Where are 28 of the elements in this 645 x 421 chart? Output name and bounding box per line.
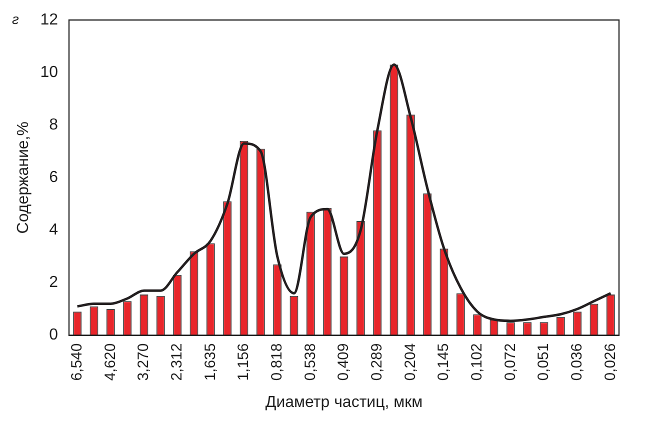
x-tick-label: 0,026 xyxy=(602,343,619,381)
x-tick-label: 1,635 xyxy=(202,343,219,381)
x-axis-title: Диаметр частиц, мкм xyxy=(265,394,423,411)
x-tick-label: 0,145 xyxy=(435,343,452,381)
y-tick-label: 6 xyxy=(49,169,58,186)
x-tick-label: 0,102 xyxy=(468,343,486,381)
y-tick-label: 10 xyxy=(40,64,58,81)
x-tick-label: 0,204 xyxy=(402,343,419,381)
y-tick-label: 8 xyxy=(49,116,58,134)
x-tick-label: 0,072 xyxy=(502,343,519,381)
x-tick-label: 0,289 xyxy=(368,343,386,381)
x-tick-label: 4,620 xyxy=(102,343,119,381)
x-tick-label: 6,540 xyxy=(68,343,86,381)
x-tick-label: 2,312 xyxy=(168,343,186,381)
y-tick-label: 2 xyxy=(49,274,58,292)
x-tick-label: 0,409 xyxy=(335,343,352,381)
x-tick-label: 0,818 xyxy=(268,343,286,381)
x-tick-label: 3,270 xyxy=(135,343,152,381)
x-tick-label: 0,036 xyxy=(568,343,586,381)
text: г xyxy=(12,11,19,27)
y-tick-label: 0 xyxy=(49,326,58,344)
x-tick-label: 1,156 xyxy=(235,343,252,381)
x-tick-label: 0,538 xyxy=(302,343,319,381)
y-tick-label: 4 xyxy=(49,222,58,239)
y-tick-label: 12 xyxy=(40,11,58,28)
y-axis-title: Содержание,% xyxy=(15,122,32,234)
line-series xyxy=(76,63,612,322)
x-tick-label: 0,051 xyxy=(535,343,552,381)
